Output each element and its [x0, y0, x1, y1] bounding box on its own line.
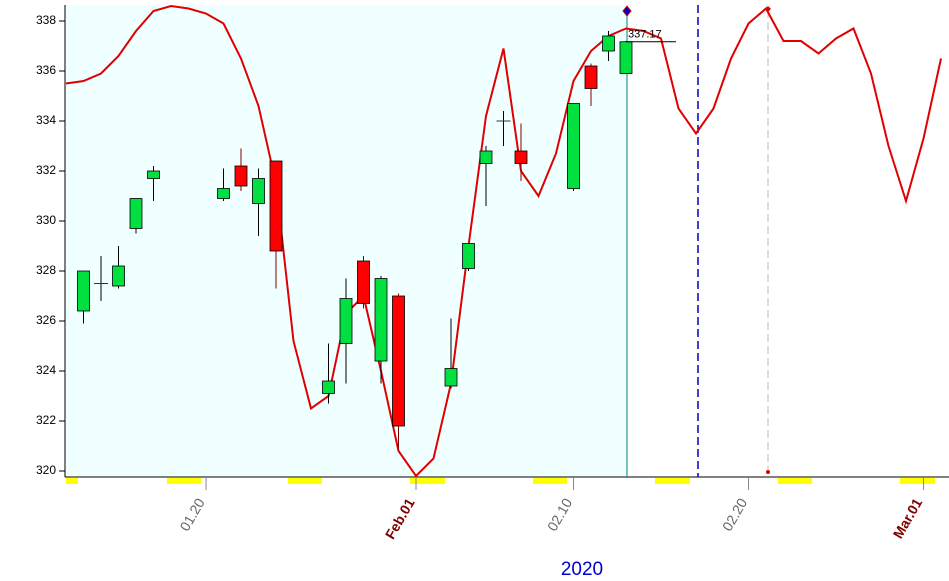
- y-tick-label: 332: [36, 163, 56, 177]
- weekend-marker: [66, 478, 78, 484]
- weekend-markers: [66, 478, 935, 484]
- y-tick-label: 328: [36, 263, 56, 277]
- x-tick-label: 02.10: [544, 495, 575, 534]
- candle-body: [234, 165, 248, 187]
- y-tick-label: 334: [36, 113, 56, 127]
- weekend-marker: [533, 478, 567, 484]
- y-tick-label: 322: [36, 413, 56, 427]
- weekend-marker: [288, 478, 322, 484]
- candle-body: [392, 295, 405, 427]
- cursor-marker: [622, 5, 632, 17]
- candle-body: [269, 160, 283, 252]
- candle-body: [112, 265, 125, 287]
- overlay-line: [65, 4, 942, 478]
- candle-body: [77, 270, 90, 312]
- plot-background: [65, 5, 627, 477]
- candle-body: [147, 170, 160, 179]
- y-tick-label: 326: [36, 313, 56, 327]
- candle-body: [444, 368, 458, 387]
- x-tick-label: Feb.01: [382, 495, 418, 542]
- candle-body: [462, 243, 475, 269]
- y-tick-label: 320: [36, 463, 56, 477]
- weekend-marker: [167, 478, 201, 484]
- weekend-marker: [778, 478, 812, 484]
- candle-body: [374, 278, 388, 362]
- candle-body: [129, 198, 143, 229]
- candle-body: [567, 103, 580, 189]
- candle-body: [619, 41, 633, 74]
- x-axis-label: 2020: [561, 559, 603, 580]
- x-tick-label: 01.20: [176, 495, 207, 534]
- candle-body: [322, 380, 335, 394]
- weekend-marker: [655, 478, 690, 484]
- x-tick-label: Mar.01: [890, 495, 926, 541]
- candle-body: [252, 178, 265, 204]
- y-tick-label: 324: [36, 363, 56, 377]
- candle-body: [602, 35, 615, 52]
- candle-body: [584, 65, 598, 89]
- weekend-marker: [900, 478, 935, 484]
- y-tick-label: 336: [36, 63, 56, 77]
- weekend-marker: [410, 478, 445, 484]
- last-close-label: 337.17: [628, 29, 662, 41]
- y-tick-label: 330: [36, 213, 56, 227]
- candle-body: [514, 150, 528, 164]
- candle-body: [357, 260, 370, 304]
- y-tick-label: 338: [36, 13, 56, 27]
- x-tick-label: 02.20: [719, 495, 750, 534]
- marker-dot: [766, 470, 770, 474]
- candle-body: [339, 298, 353, 344]
- candle-body: [479, 150, 493, 164]
- candle-body: [217, 188, 230, 199]
